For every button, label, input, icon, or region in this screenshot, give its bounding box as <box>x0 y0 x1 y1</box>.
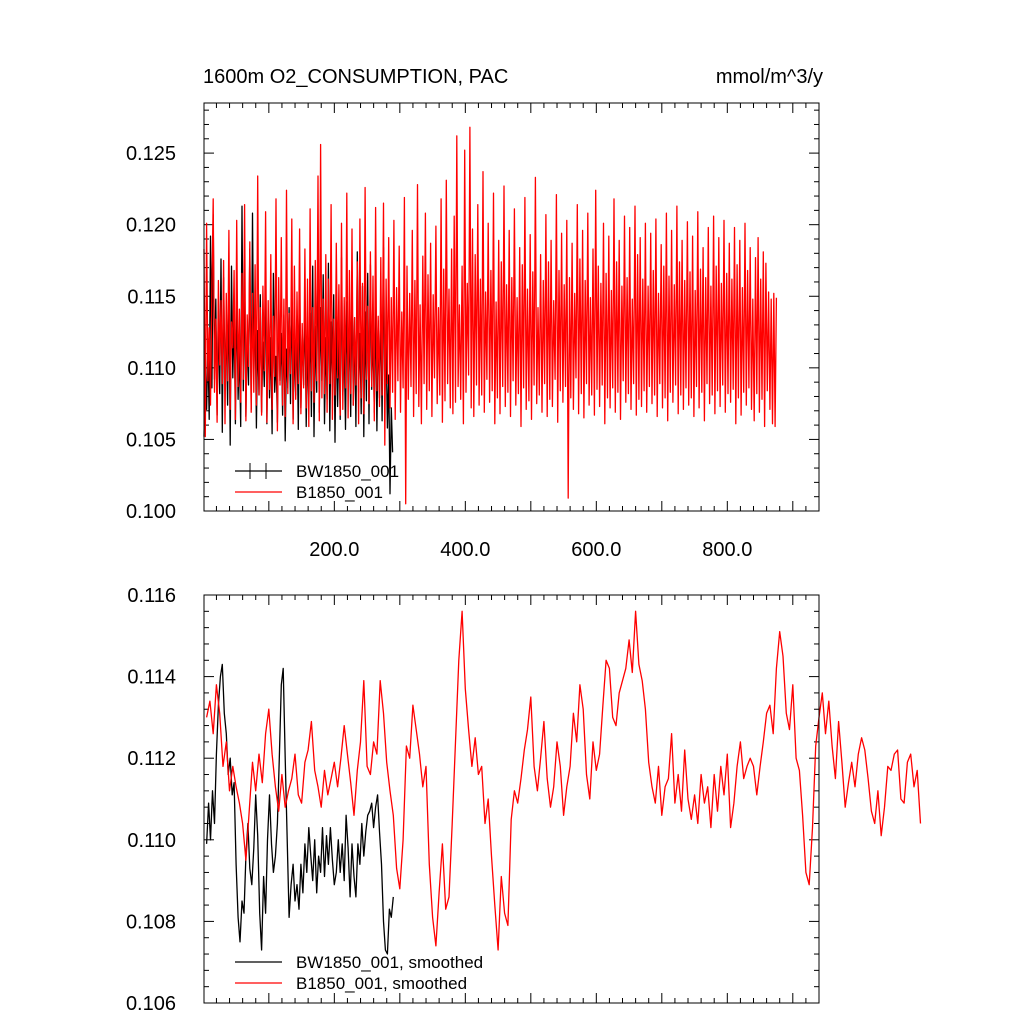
top-ytick-label: 0.120 <box>126 215 176 237</box>
top-legend: BW1850_001 B1850_001 <box>235 462 399 502</box>
bottom-legend-label-b: B1850_001, smoothed <box>296 974 467 993</box>
bottom-legend-label-bw: BW1850_001, smoothed <box>296 953 483 972</box>
top-ytick-label: 0.105 <box>126 429 176 451</box>
top-legend-label-b: B1850_001 <box>296 483 383 502</box>
top-plot-frame <box>203 102 820 512</box>
bottom-ytick-label: 0.112 <box>127 748 176 770</box>
top-panel: 1600m O2_CONSUMPTION, PAC mmol/m^3/y 200… <box>126 66 823 561</box>
top-ytick-label: 0.110 <box>127 358 176 380</box>
bottom-ytick-label: 0.110 <box>127 830 176 852</box>
top-series-bw1850 <box>203 205 394 495</box>
bottom-ytick-label: 0.116 <box>127 585 176 607</box>
bottom-series-bw1850 <box>205 663 394 955</box>
bottom-ytick-label: 0.114 <box>127 667 176 689</box>
bottom-legend: BW1850_001, smoothed B1850_001, smoothed <box>235 953 483 993</box>
top-axis-ticks: 200.0 400.0 600.0 800.0 0.100 0.105 0.110 0.115… <box>126 103 820 561</box>
top-series-lines <box>203 126 778 505</box>
bottom-ytick-label: 0.108 <box>126 911 176 933</box>
bottom-plot-frame <box>203 594 820 1004</box>
top-ytick-label: 0.100 <box>126 501 176 523</box>
top-title: 1600m O2_CONSUMPTION, PAC <box>203 66 508 88</box>
top-units: mmol/m^3/y <box>716 66 823 88</box>
bottom-series-b1850 <box>205 610 922 951</box>
top-ytick-label: 0.115 <box>127 286 176 308</box>
top-legend-label-bw: BW1850_001 <box>296 462 399 481</box>
bottom-axis-ticks: 0.106 0.108 0.110 0.112 0.114 0.116 <box>126 585 820 1015</box>
top-xtick-label: 200.0 <box>309 539 359 561</box>
bottom-panel: 0.106 0.108 0.110 0.112 0.114 0.116 BW1850_00… <box>126 585 922 1015</box>
bottom-ytick-label: 0.106 <box>126 993 176 1015</box>
top-xtick-label: 800.0 <box>702 539 752 561</box>
top-ytick-label: 0.125 <box>126 143 176 165</box>
bottom-series-lines <box>205 610 922 955</box>
top-series-b1850 <box>203 126 778 505</box>
top-xtick-label: 400.0 <box>440 539 490 561</box>
top-xtick-label: 600.0 <box>571 539 621 561</box>
